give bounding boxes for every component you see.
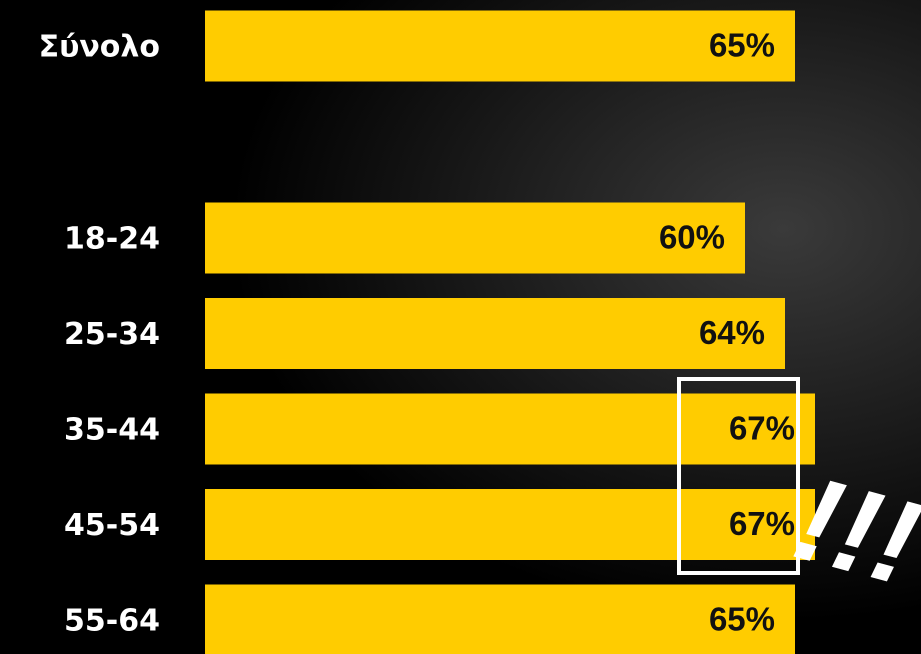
category-label: 18-24: [64, 222, 160, 257]
value-label: 64%: [699, 314, 765, 351]
bar: [205, 584, 795, 654]
value-label: 67%: [729, 410, 795, 447]
bar: [205, 10, 795, 82]
bar: [205, 393, 815, 465]
bar: [205, 298, 785, 369]
bar: [205, 489, 815, 560]
category-label: 55-64: [64, 604, 160, 639]
value-label: 60%: [659, 219, 725, 256]
category-label: 35-44: [64, 413, 160, 448]
category-label: 25-34: [64, 317, 160, 352]
value-label: 65%: [709, 601, 775, 638]
value-label: 67%: [729, 505, 795, 542]
highlight-box: [677, 377, 800, 575]
bar: [205, 202, 745, 274]
plot: Σύνολο 65% 18-24 60% 25-34 64% 35-44 67% 45-54 67…: [39, 10, 815, 654]
category-label: 45-54: [64, 508, 160, 543]
value-label: 65%: [709, 27, 775, 64]
category-label: Σύνολο: [39, 30, 160, 65]
